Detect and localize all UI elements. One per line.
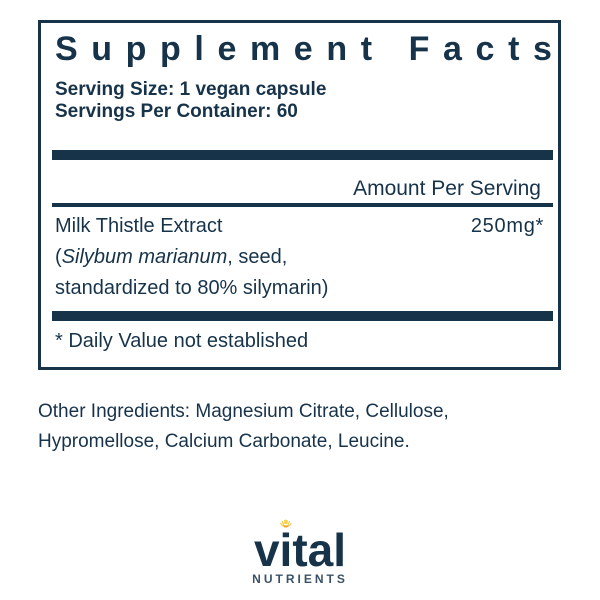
svg-text:NUTRIENTS: NUTRIENTS (252, 572, 348, 586)
svg-text:vital: vital (254, 524, 346, 576)
